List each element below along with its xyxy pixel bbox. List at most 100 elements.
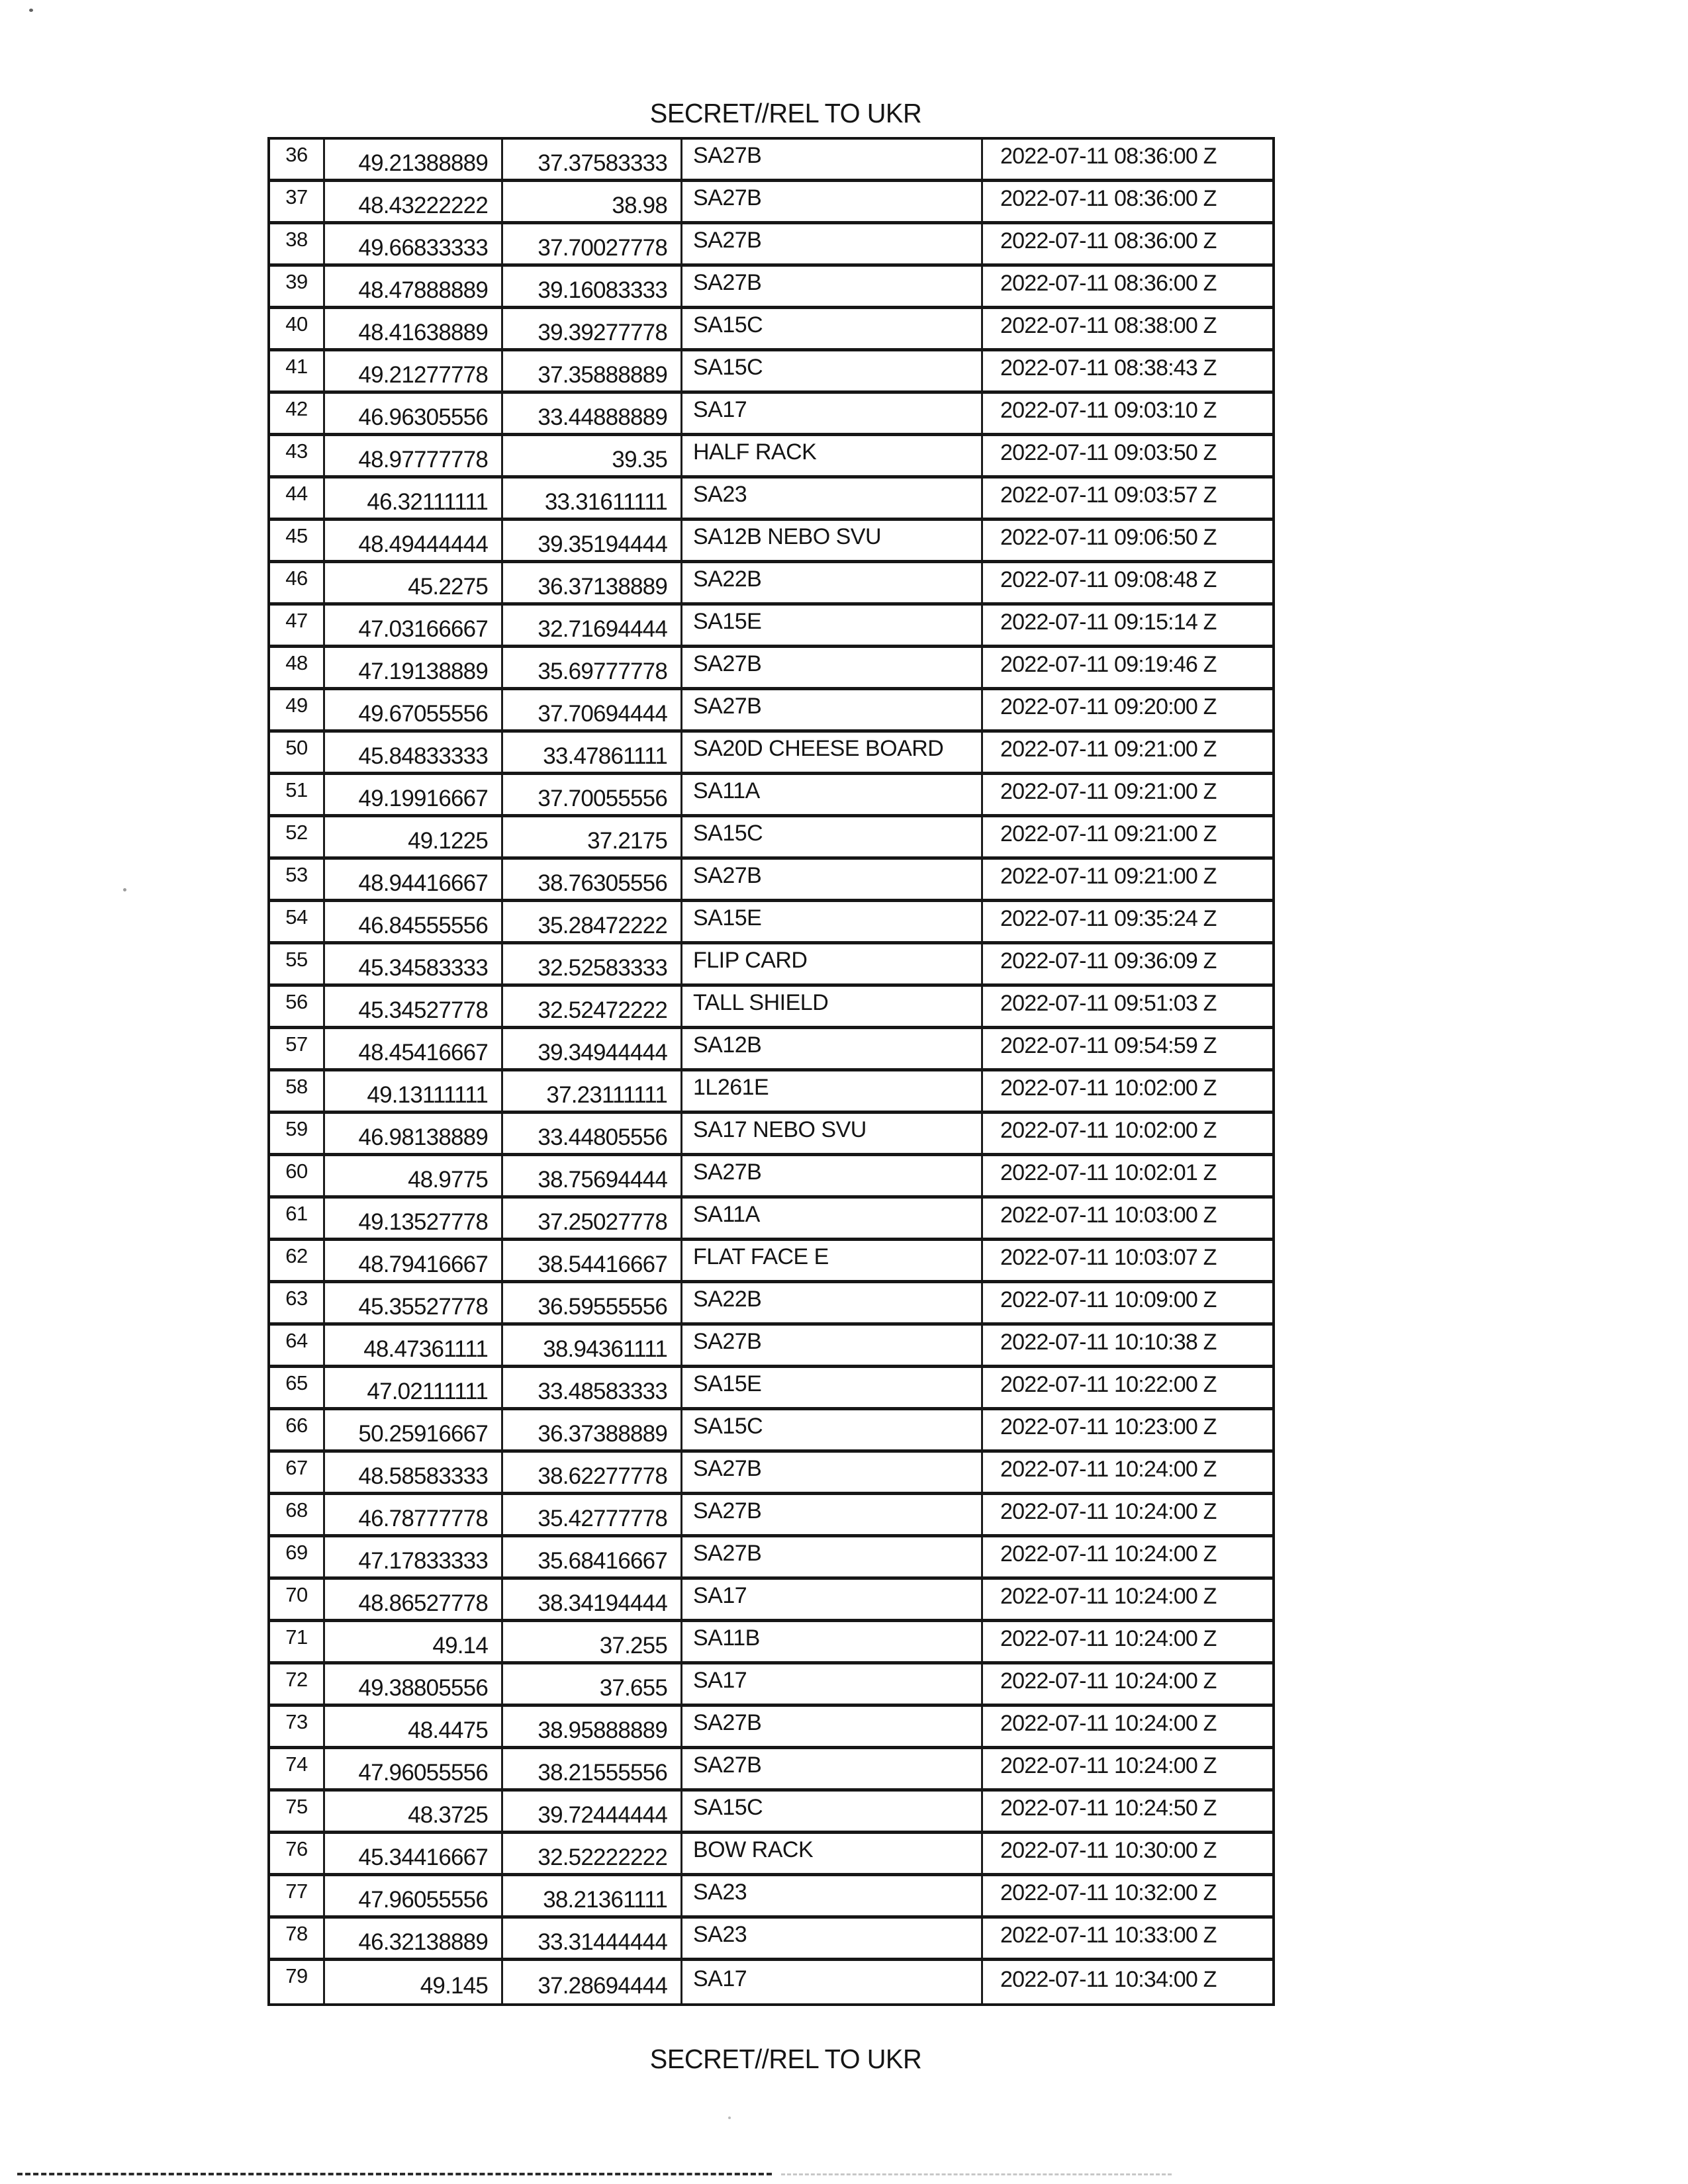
table-row: 63 45.35527778 36.59555556 SA22B 2022-07-11 …	[270, 1283, 1272, 1326]
system-name-cell: SA27B	[682, 224, 983, 263]
table-row: 76 45.34416667 32.52222222 BOW RACK 2022-07-…	[270, 1834, 1272, 1876]
timestamp-cell: 2022-07-11 10:24:00 Z	[1000, 1541, 1217, 1567]
system-name-cell: SA27B	[682, 1707, 983, 1746]
timestamp-cell: 2022-07-11 08:38:43 Z	[1000, 355, 1217, 381]
row-number-cell: 51	[270, 775, 325, 814]
latitude-cell: 49.13111111	[325, 1071, 503, 1111]
latitude-cell: 49.21388889	[325, 140, 503, 179]
system-name-cell: SA27B	[682, 267, 983, 306]
row-number-cell: 52	[270, 817, 325, 856]
system-name-cell: SA22B	[682, 1283, 983, 1322]
table-row: 58 49.13111111 37.23111111 1L261E 2022-07-11…	[270, 1071, 1272, 1114]
table-row: 47 47.03166667 32.71694444 SA15E 2022-07-11 …	[270, 606, 1272, 648]
latitude-cell: 48.43222222	[325, 182, 503, 221]
row-number-cell: 54	[270, 902, 325, 941]
classification-banner-top: SECRET//REL TO UKR	[649, 98, 922, 128]
timestamp-cell: 2022-07-11 10:02:00 Z	[1000, 1075, 1217, 1101]
timestamp-cell: 2022-07-11 10:22:00 Z	[1000, 1372, 1217, 1397]
table-row: 68 46.78777778 35.42777778 SA27B 2022-07-11 …	[270, 1495, 1272, 1537]
table-row: 79 49.145 37.28694444 SA17 2022-07-11 10:34:…	[270, 1961, 1272, 2003]
longitude-cell: 37.23111111	[503, 1071, 682, 1111]
longitude-cell: 39.39277778	[503, 309, 682, 348]
timestamp-cell: 2022-07-11 09:06:50 Z	[1000, 525, 1217, 550]
table-row: 70 48.86527778 38.34194444 SA17 2022-07-11 1…	[270, 1580, 1272, 1622]
row-number-cell: 40	[270, 309, 325, 348]
latitude-cell: 49.19916667	[325, 775, 503, 814]
table-row: 77 47.96055556 38.21361111 SA23 2022-07-11 1…	[270, 1876, 1272, 1919]
latitude-cell: 47.19138889	[325, 648, 503, 687]
timestamp-cell: 2022-07-11 10:09:00 Z	[1000, 1287, 1217, 1312]
system-name-cell: BOW RACK	[682, 1834, 983, 1873]
table-row: 36 49.21388889 37.37583333 SA27B 2022-07-11 …	[270, 140, 1272, 182]
latitude-cell: 49.21277778	[325, 351, 503, 390]
timestamp-cell: 2022-07-11 08:36:00 Z	[1000, 186, 1217, 211]
row-number-cell: 59	[270, 1114, 325, 1153]
table-row: 57 48.45416667 39.34944444 SA12B 2022-07-11 …	[270, 1029, 1272, 1071]
system-name-cell: SA15E	[682, 1368, 983, 1407]
latitude-cell: 46.84555556	[325, 902, 503, 941]
timestamp-cell: 2022-07-11 09:21:00 Z	[1000, 737, 1217, 762]
timestamp-cell: 2022-07-11 08:36:00 Z	[1000, 271, 1217, 296]
latitude-cell: 48.41638889	[325, 309, 503, 348]
longitude-cell: 35.68416667	[503, 1537, 682, 1576]
system-name-cell: SA27B	[682, 1537, 983, 1576]
longitude-cell: 37.37583333	[503, 140, 682, 179]
row-number-cell: 75	[270, 1792, 325, 1831]
longitude-cell: 33.48583333	[503, 1368, 682, 1407]
table-row: 39 48.47888889 39.16083333 SA27B 2022-07-11 …	[270, 267, 1272, 309]
table-row: 44 46.32111111 33.31611111 SA23 2022-07-11 0…	[270, 478, 1272, 521]
table-row: 65 47.02111111 33.48583333 SA15E 2022-07-11 …	[270, 1368, 1272, 1410]
row-number-cell: 70	[270, 1580, 325, 1619]
longitude-cell: 37.70055556	[503, 775, 682, 814]
longitude-cell: 32.52472222	[503, 987, 682, 1026]
longitude-cell: 35.69777778	[503, 648, 682, 687]
timestamp-cell: 2022-07-11 10:24:00 Z	[1000, 1711, 1217, 1736]
latitude-cell: 47.03166667	[325, 606, 503, 645]
timestamp-cell: 2022-07-11 09:36:09 Z	[1000, 948, 1217, 974]
latitude-cell: 49.38805556	[325, 1664, 503, 1704]
longitude-cell: 37.28694444	[503, 1961, 682, 2003]
table-row: 49 49.67055556 37.70694444 SA27B 2022-07-11 …	[270, 690, 1272, 733]
longitude-cell: 33.47861111	[503, 733, 682, 772]
system-name-cell: SA27B	[682, 1453, 983, 1492]
scan-speck	[728, 2116, 731, 2119]
timestamp-cell: 2022-07-11 10:33:00 Z	[1000, 1923, 1217, 1948]
latitude-cell: 49.13527778	[325, 1199, 503, 1238]
timestamp-cell: 2022-07-11 10:24:00 Z	[1000, 1626, 1217, 1651]
latitude-cell: 48.9775	[325, 1156, 503, 1195]
table-row: 43 48.97777778 39.35 HALF RACK 2022-07-11 09…	[270, 436, 1272, 478]
longitude-cell: 39.72444444	[503, 1792, 682, 1831]
timestamp-cell: 2022-07-11 09:21:00 Z	[1000, 779, 1217, 804]
system-name-cell: SA17	[682, 394, 983, 433]
latitude-cell: 49.67055556	[325, 690, 503, 729]
table-row: 66 50.25916667 36.37388889 SA15C 2022-07-11 …	[270, 1410, 1272, 1453]
longitude-cell: 35.42777778	[503, 1495, 682, 1534]
system-name-cell: SA27B	[682, 1326, 983, 1365]
row-number-cell: 63	[270, 1283, 325, 1322]
latitude-cell: 48.94416667	[325, 860, 503, 899]
latitude-cell: 45.84833333	[325, 733, 503, 772]
longitude-cell: 33.31611111	[503, 478, 682, 518]
longitude-cell: 33.31444444	[503, 1919, 682, 1958]
system-name-cell: SA11A	[682, 1199, 983, 1238]
system-name-cell: HALF RACK	[682, 436, 983, 475]
latitude-cell: 45.2275	[325, 563, 503, 602]
system-name-cell: SA12B NEBO SVU	[682, 521, 983, 560]
row-number-cell: 69	[270, 1537, 325, 1576]
timestamp-cell: 2022-07-11 10:10:38 Z	[1000, 1330, 1217, 1355]
scan-artifact-dashed-line-faint	[781, 2173, 1172, 2175]
timestamp-cell: 2022-07-11 10:03:00 Z	[1000, 1203, 1217, 1228]
row-number-cell: 57	[270, 1029, 325, 1068]
longitude-cell: 39.34944444	[503, 1029, 682, 1068]
table-row: 59 46.98138889 33.44805556 SA17 NEBO SVU 202…	[270, 1114, 1272, 1156]
timestamp-cell: 2022-07-11 10:24:00 Z	[1000, 1753, 1217, 1778]
timestamp-cell: 2022-07-11 10:02:00 Z	[1000, 1118, 1217, 1143]
system-name-cell: SA27B	[682, 1495, 983, 1534]
row-number-cell: 78	[270, 1919, 325, 1958]
row-number-cell: 45	[270, 521, 325, 560]
row-number-cell: 73	[270, 1707, 325, 1746]
system-name-cell: SA15C	[682, 309, 983, 348]
longitude-cell: 37.25027778	[503, 1199, 682, 1238]
timestamp-cell: 2022-07-11 09:08:48 Z	[1000, 567, 1217, 592]
latitude-cell: 49.66833333	[325, 224, 503, 263]
